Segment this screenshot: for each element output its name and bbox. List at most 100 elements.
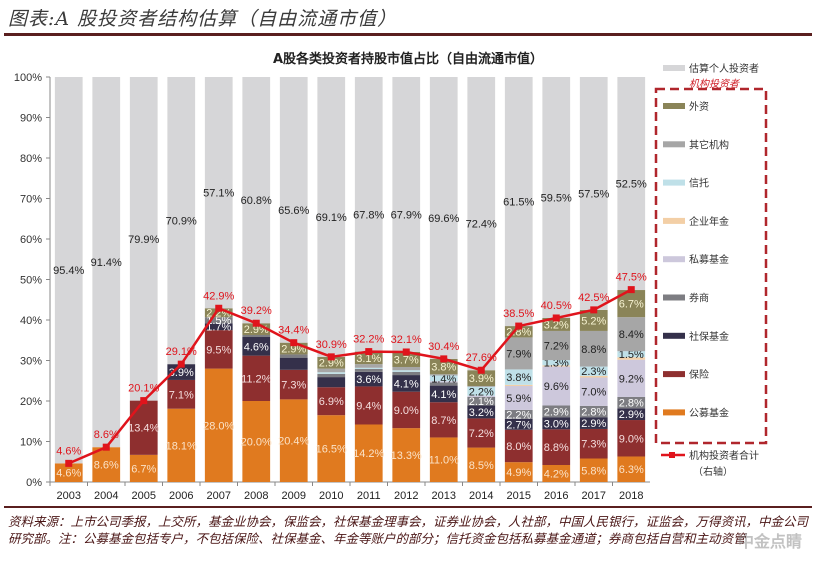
individual-data-label: 61.5% xyxy=(503,197,534,209)
legend-item-swatch xyxy=(663,256,685,263)
bar-data-label: 8.0% xyxy=(506,441,531,453)
bar-segment xyxy=(204,323,233,331)
bar-segment xyxy=(204,317,233,324)
bar-segment xyxy=(467,447,496,482)
bar-segment xyxy=(129,454,158,482)
bar-data-label: 1.4% xyxy=(431,373,456,385)
bar-segment xyxy=(317,377,346,388)
bar-segment-individual xyxy=(242,77,271,324)
bar-segment xyxy=(392,370,421,372)
individual-data-label: 91.4% xyxy=(91,257,122,269)
bar-segment xyxy=(617,359,646,397)
bar-segment xyxy=(579,458,608,482)
bar-segment xyxy=(392,375,421,392)
bar-segment xyxy=(542,417,571,430)
bar-segment xyxy=(504,462,533,482)
bar-data-label: 8.8% xyxy=(544,442,569,454)
bar-data-label: 2.8% xyxy=(506,327,531,339)
figure-title: 图表:A 股投资者结构估算（自由流通市值） xyxy=(8,8,398,30)
total-line-label: 47.5% xyxy=(616,272,647,284)
total-line-marker xyxy=(252,319,260,327)
bar-data-label: 2.2% xyxy=(506,409,531,421)
bar-data-label: 1.3% xyxy=(544,358,569,370)
bar-data-label: 9.4% xyxy=(356,400,381,412)
bar-segment xyxy=(429,402,458,438)
watermark: 中金点睛 xyxy=(737,532,802,551)
bar-data-label: 3.8% xyxy=(506,372,531,384)
legend-individual-label: 估算个人投资者 xyxy=(689,62,759,75)
bar-data-label: 9.6% xyxy=(544,381,569,393)
bar-segment xyxy=(542,366,571,406)
y-tick-label: 40% xyxy=(20,315,42,327)
bar-segment xyxy=(392,351,421,367)
bar-segment xyxy=(467,370,496,387)
total-line-marker xyxy=(290,339,298,347)
bar-segment xyxy=(579,428,608,459)
individual-data-label: 57.1% xyxy=(203,188,234,200)
bar-data-label: 1.5% xyxy=(619,349,644,361)
legend-line-sublabel: （右轴） xyxy=(693,465,733,478)
bar-data-label: 13.4% xyxy=(128,423,159,435)
chart-title: A股各类投资者持股市值占比（自由流通市值） xyxy=(272,52,544,67)
total-line-marker xyxy=(477,366,485,374)
x-tick-label: 2005 xyxy=(132,490,156,502)
bar-segment xyxy=(617,456,646,482)
bar-segment xyxy=(504,369,533,385)
bar-segment xyxy=(204,368,233,482)
bar-segment xyxy=(542,464,571,482)
legend-item-label: 保险 xyxy=(689,368,709,381)
bar-segment xyxy=(542,365,571,367)
bar-data-label: 6.3% xyxy=(619,464,644,476)
bar-data-label: 3.1% xyxy=(356,353,381,365)
bar-data-label: 5.8% xyxy=(581,465,606,477)
bar-segment xyxy=(204,330,233,369)
individual-data-label: 59.5% xyxy=(541,192,572,204)
bar-segment-individual xyxy=(204,77,233,309)
bar-segment xyxy=(429,437,458,482)
bar-segment xyxy=(317,356,346,369)
bar-data-label: 2.1% xyxy=(469,396,494,408)
total-line-marker xyxy=(402,348,410,356)
legend-item-swatch xyxy=(663,179,685,186)
bar-segment xyxy=(429,358,458,375)
bar-data-label: 2.7% xyxy=(506,419,531,431)
legend-item-swatch xyxy=(663,371,685,378)
bar-segment xyxy=(392,366,421,371)
total-line-label: 32.2% xyxy=(353,334,384,346)
bar-segment xyxy=(204,308,233,318)
total-line-label: 20.1% xyxy=(128,383,159,395)
y-tick-label: 90% xyxy=(20,113,42,125)
bar-data-label: 8.5% xyxy=(469,460,494,472)
bar-data-label: 3.2% xyxy=(469,407,494,419)
legend-item-label: 私募基金 xyxy=(689,253,729,266)
bar-segment xyxy=(317,387,346,416)
bar-segment xyxy=(354,351,383,365)
total-line-label: 30.4% xyxy=(428,341,459,353)
bar-data-label: 14.2% xyxy=(353,448,384,460)
bar-segment xyxy=(504,386,533,410)
bar-segment xyxy=(129,400,158,455)
y-tick-label: 30% xyxy=(20,356,42,368)
bar-data-label: 5.2% xyxy=(581,315,606,327)
bar-data-label: 9.5% xyxy=(206,344,231,356)
bar-data-label: 4.2% xyxy=(544,468,569,480)
bar-data-label: 3.2% xyxy=(544,319,569,331)
bar-data-label: 11.2% xyxy=(241,373,272,385)
bar-segment xyxy=(279,369,308,400)
legend-item-swatch xyxy=(663,332,685,339)
x-tick-label: 2008 xyxy=(244,490,268,502)
total-line-marker xyxy=(327,353,335,361)
bar-segment xyxy=(242,355,271,401)
bar-data-label: 4.6% xyxy=(56,468,81,480)
x-tick-label: 2004 xyxy=(94,490,118,502)
x-tick-label: 2011 xyxy=(357,490,381,502)
individual-data-label: 69.6% xyxy=(428,213,459,225)
bar-segment xyxy=(92,447,121,482)
bar-segment-individual xyxy=(392,77,421,352)
total-line-label: 42.9% xyxy=(203,290,234,302)
bar-data-label: 11.0% xyxy=(429,455,460,467)
bar-segment xyxy=(617,351,646,358)
legend-item-label: 信托 xyxy=(689,177,709,190)
x-tick-label: 2015 xyxy=(507,490,531,502)
legend-item-label: 企业年金 xyxy=(689,215,729,228)
